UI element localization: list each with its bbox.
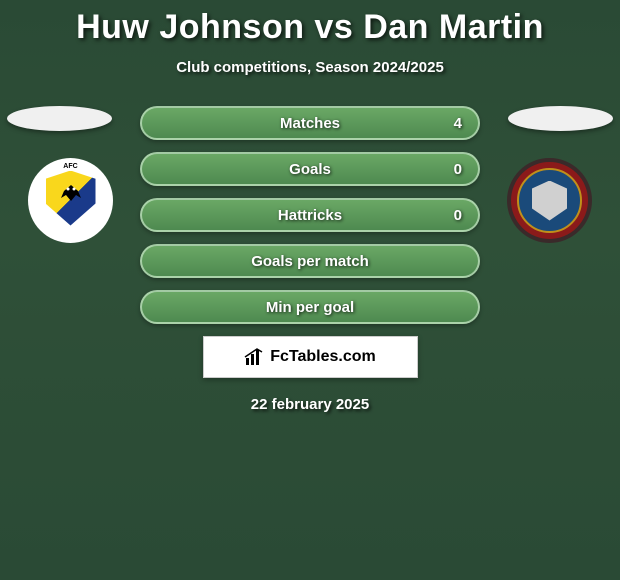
player-right-ellipse bbox=[508, 106, 613, 131]
stat-row-hattricks: Hattricks 0 bbox=[140, 198, 480, 232]
chart-icon bbox=[244, 348, 266, 366]
stat-label: Min per goal bbox=[266, 299, 354, 316]
club-badge-right bbox=[507, 158, 592, 243]
accrington-crest bbox=[517, 168, 582, 233]
player-left-ellipse bbox=[7, 106, 112, 131]
stat-label: Hattricks bbox=[278, 207, 342, 224]
date-text: 22 february 2025 bbox=[0, 396, 620, 413]
logo-text: FcTables.com bbox=[270, 348, 376, 366]
comparison-panel: AFC Matches 4 Goals 0 Hattricks 0 bbox=[0, 106, 620, 413]
stat-value: 0 bbox=[454, 161, 462, 178]
stat-value: 4 bbox=[454, 115, 462, 132]
stat-row-matches: Matches 4 bbox=[140, 106, 480, 140]
club-badge-left: AFC bbox=[28, 158, 113, 243]
page-title: Huw Johnson vs Dan Martin bbox=[0, 0, 620, 47]
stat-label: Matches bbox=[280, 115, 340, 132]
stats-list: Matches 4 Goals 0 Hattricks 0 Goals per … bbox=[140, 106, 480, 324]
subtitle: Club competitions, Season 2024/2025 bbox=[0, 59, 620, 76]
stat-row-goals-per-match: Goals per match bbox=[140, 244, 480, 278]
stat-label: Goals bbox=[289, 161, 331, 178]
stat-row-goals: Goals 0 bbox=[140, 152, 480, 186]
stat-label: Goals per match bbox=[251, 253, 369, 270]
fctables-logo[interactable]: FcTables.com bbox=[203, 336, 418, 378]
afc-wimbledon-crest: AFC bbox=[41, 171, 101, 231]
stat-row-min-per-goal: Min per goal bbox=[140, 290, 480, 324]
stat-value: 0 bbox=[454, 207, 462, 224]
eagle-icon bbox=[56, 183, 86, 208]
